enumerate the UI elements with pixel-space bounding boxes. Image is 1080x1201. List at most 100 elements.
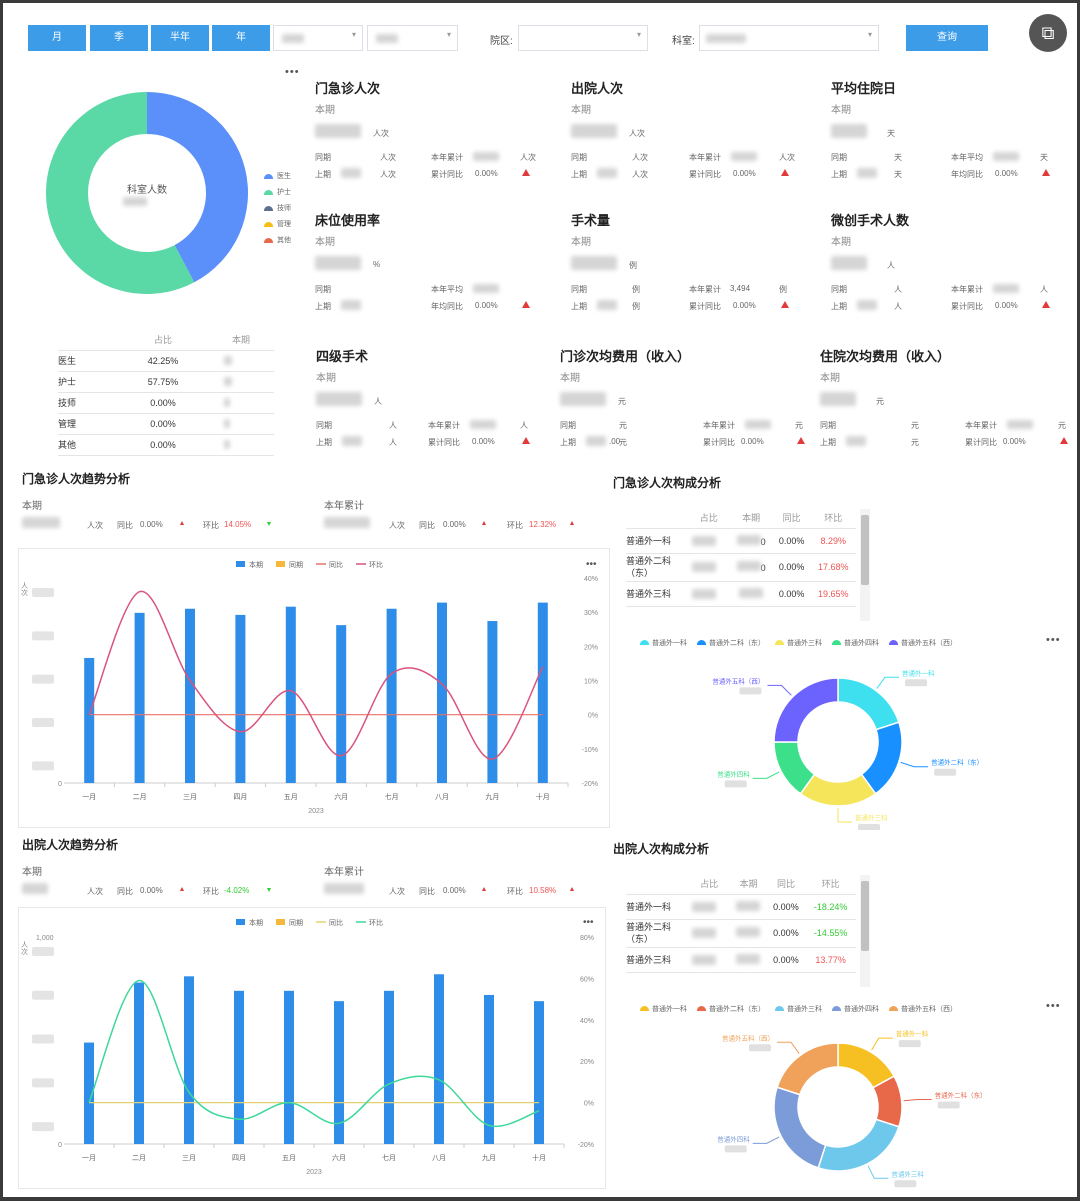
screenshot-icon[interactable]: ⧉ [1029,14,1067,52]
legend-swatch [276,561,285,567]
label-line [900,761,929,768]
up-arrow-icon [570,521,574,525]
blurred-value [831,124,867,138]
kpi-title: 平均住院日 [831,81,897,96]
query-button[interactable]: 查询 [906,25,988,51]
dept-select[interactable]: ▾ [699,25,879,51]
kpi-value: 0.00% [475,301,498,310]
right-tick: 10% [584,679,598,686]
bar [284,990,294,1144]
year-select[interactable]: ▾ [273,25,363,51]
kpi-period: 本期 [560,373,580,384]
staff-table: 占比 本期 医生 42.25% 护士 57.75% 技师 0.00% 管理 0.00% 其… [58,329,274,456]
kpi-value: 0.00% [733,301,756,310]
kpi-label: 本年累计 [689,285,721,294]
half-year-button[interactable]: 半年 [151,25,209,51]
legend-label: 本期 [249,918,263,927]
right-tick: -10% [582,747,598,754]
bar [134,612,145,783]
ytd-label: 本年累计 [324,867,364,878]
kpi-period: 本期 [820,373,840,384]
up-arrow-icon [570,887,574,891]
label-line [776,1041,800,1054]
legend-label: 普通外三科 [787,1006,822,1013]
discharge-trend-panel [18,907,606,1189]
more-icon[interactable]: ••• [1046,1000,1061,1012]
outpatient-trend-chart: 本期 同期 同比 环比 ••• 人次 0 40% 30% 20% 10% 0% -10% -20% 一月 二月… [21,559,599,815]
x-tick-label: 一月 [82,1154,96,1162]
month-button[interactable]: 月 [28,25,86,51]
legend-item: 医生 [264,168,291,184]
more-icon[interactable]: ••• [586,559,597,570]
more-icon[interactable]: ••• [285,66,300,78]
kpi-label: 累计同比 [689,170,721,179]
blurred-tick [32,947,54,956]
x-tick-label: 四月 [232,1154,246,1162]
blurred-value [898,1040,921,1048]
scrollbar-thumb[interactable] [861,515,869,585]
hospital-select[interactable]: ▾ [518,25,648,51]
row-pct: 57.75% [118,371,208,393]
legend-icon [775,640,784,645]
kpi-value: 0.00% [995,301,1018,310]
legend-label: 普通外一科 [652,1006,687,1013]
y-tick: 0 [58,781,62,788]
blurred-value [571,124,617,138]
up-arrow-icon [781,169,789,176]
kpi-unit: 元 [1058,421,1066,430]
x-tick-label: 六月 [334,792,348,801]
legend-item: 护士 [264,184,291,200]
yoy-label: 同比 [117,521,133,530]
up-arrow-icon [781,301,789,308]
label-line [867,1165,889,1179]
legend-label: 普通外二科（东） [709,1006,765,1013]
col-header: 环比 [810,507,856,529]
row-yoy: 0.00% [766,947,806,973]
bar [336,625,347,783]
kpi-unit: 例 [632,302,640,311]
kpi-label: 年均同比 [951,170,983,179]
kpi-label: 累计同比 [689,302,721,311]
legend-item: 普通外五科（西） [889,638,957,648]
kpi-title: 床位使用率 [315,213,381,228]
blurred-value [993,284,1019,293]
year-button[interactable]: 年 [212,25,270,51]
quarter-button[interactable]: 季 [90,25,148,51]
row-mom: -14.55% [805,919,856,948]
kpi-label: 同期 [831,285,847,294]
y-axis-label: 人次 [21,941,29,956]
legend-icon [264,205,273,211]
up-arrow-icon [522,301,530,308]
kpi-label: 同期 [571,285,587,294]
unit-label: 人次 [389,887,405,896]
more-icon[interactable]: ••• [583,917,594,928]
kpi-label: 本年累计 [689,153,721,162]
unit-label: 人次 [87,521,103,530]
more-icon[interactable]: ••• [1046,634,1061,646]
col-header: 占比 [118,329,208,351]
blurred-tick [32,1034,54,1044]
slice-label: 普通外四科 [717,769,750,778]
scrollbar-thumb[interactable] [861,881,869,951]
donut-slice [837,677,900,731]
row-name: 其他 [58,434,118,456]
blurred-value [586,436,606,446]
legend-label: 管理 [277,221,291,228]
kpi-unit: 元 [795,421,803,430]
kpi-title: 门诊次均费用（收入） [560,349,691,364]
yoy-value: 0.00% [443,520,466,529]
legend-item: 普通外五科（西） [889,1004,957,1014]
row-name: 医生 [58,350,118,372]
kpi-unit: 元 [876,397,884,406]
col-header: 环比 [805,873,856,895]
row-mom: 8.29% [810,528,856,554]
kpi-unit: 天 [887,129,895,138]
slice-label: 普通外五科（西） [722,1033,774,1042]
down-arrow-icon [267,888,271,892]
x-tick-label: 五月 [284,793,298,801]
dept-label: 科室: [672,36,695,47]
period-select[interactable]: ▾ [367,25,458,51]
legend-item: 环比 [356,918,383,927]
outpatient-trend-title: 门急诊人次趋势分析 [22,472,131,486]
outpatient-comp-legend: 普通外一科 普通外二科（东） 普通外三科 普通外四科 普通外五科（西） [640,638,957,648]
